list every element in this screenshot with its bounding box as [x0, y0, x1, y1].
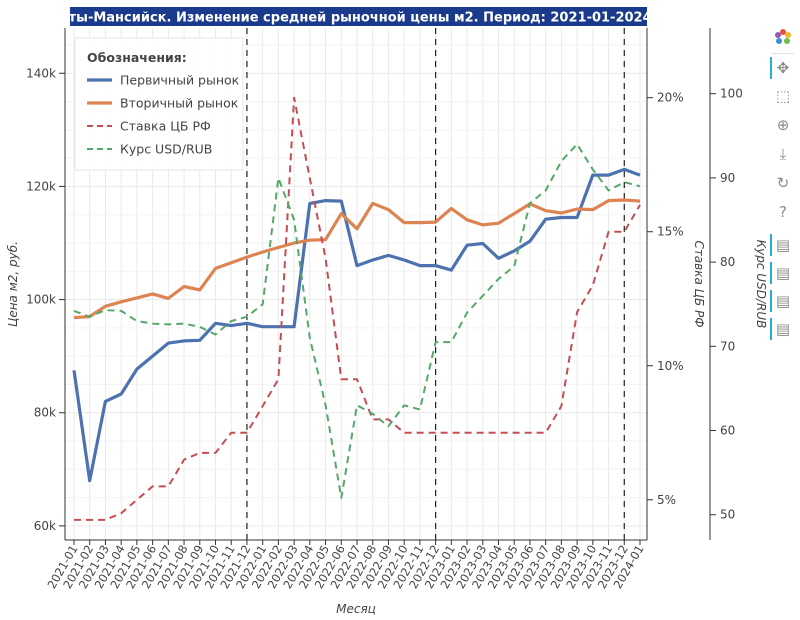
save-icon[interactable]: ⤓	[779, 145, 787, 163]
hover-tool-rate-icon[interactable]: ▤	[770, 290, 794, 312]
y-axis-label-rate: Ставка ЦБ РФ	[692, 240, 706, 327]
series-line-primary	[72, 167, 641, 483]
series-line-rate	[74, 96, 641, 521]
legend: Обозначения: Первичный рынок Вторичный р…	[74, 37, 244, 171]
y-tick-label-usd: 80	[720, 255, 735, 269]
y-tick-label-usd: 70	[720, 339, 735, 353]
y-tick-label-price: 80k	[34, 406, 56, 420]
y-tick-label-usd: 100	[720, 87, 743, 101]
y-tick-label-usd: 50	[720, 508, 735, 522]
x-axis-label: Месяц	[336, 602, 376, 616]
y-tick-label-usd: 60	[720, 424, 735, 438]
y-tick-label-price: 60k	[34, 519, 56, 533]
help-icon[interactable]: ?	[779, 203, 787, 221]
legend-label-rate: Ставка ЦБ РФ	[120, 119, 211, 134]
y-tick-label-rate: 20%	[657, 91, 684, 105]
y-axis-label-usd: Курс USD/RUB	[754, 240, 768, 329]
y-tick-label-price: 100k	[26, 293, 56, 307]
y-tick-label-price: 140k	[26, 66, 56, 80]
legend-label-secondary: Вторичный рынок	[120, 96, 239, 111]
y-tick-label-usd: 90	[720, 171, 735, 185]
y-tick-label-rate: 10%	[657, 359, 684, 373]
pan-tool-icon[interactable]: ✥	[770, 57, 794, 79]
legend-label-usd: Курс USD/RUB	[120, 142, 212, 157]
y-tick-label-rate: 5%	[657, 493, 676, 507]
y-axis-label-price: Цена м2, руб.	[6, 241, 20, 327]
wheel-zoom-icon[interactable]: ⊕	[776, 116, 790, 134]
legend-label-primary: Первичный рынок	[120, 73, 240, 88]
bokeh-logo-icon[interactable]	[772, 26, 794, 48]
series-lines	[72, 96, 641, 521]
chart-title: Ханты-Мансийск. Изменение средней рыночн…	[41, 11, 675, 26]
hover-tool-secondary-icon[interactable]: ▤	[770, 262, 794, 284]
hover-tool-primary-icon[interactable]: ▤	[770, 234, 794, 256]
box-zoom-icon[interactable]: ⬚	[775, 87, 791, 105]
axes: 60k 80k 100k 120k 140k 5% 10% 15% 20% 50 60 70 80 90 1…	[26, 28, 743, 591]
series-line-secondary	[73, 198, 641, 320]
y-tick-label-price: 120k	[26, 179, 56, 193]
hover-tool-usd-icon[interactable]: ▤	[770, 318, 794, 340]
series-line-usd	[73, 143, 641, 499]
y-tick-label-rate: 15%	[657, 225, 684, 239]
chart-title-background	[70, 7, 647, 26]
reset-icon[interactable]: ↻	[776, 174, 790, 192]
period-separators	[246, 28, 625, 540]
legend-title: Обозначения:	[87, 50, 187, 65]
